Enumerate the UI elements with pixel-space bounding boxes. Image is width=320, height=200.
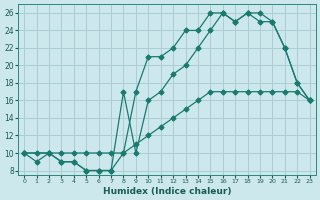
- X-axis label: Humidex (Indice chaleur): Humidex (Indice chaleur): [103, 187, 231, 196]
